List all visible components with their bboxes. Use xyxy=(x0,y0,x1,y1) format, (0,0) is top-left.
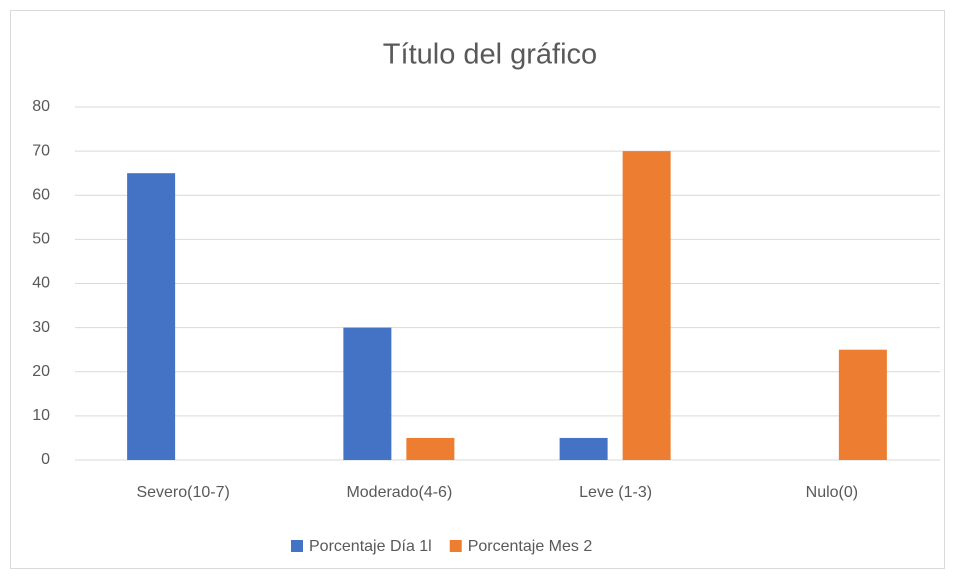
legend-label: Porcentaje Día 1l xyxy=(309,538,432,555)
bar xyxy=(559,437,608,460)
y-tick-label: 70 xyxy=(32,142,50,159)
legend-swatch xyxy=(449,540,462,552)
y-tick-label: 80 xyxy=(32,98,50,115)
chart-title: Título del gráfico xyxy=(383,39,597,71)
bar xyxy=(838,349,887,460)
x-tick-label: Moderado(4-6) xyxy=(346,484,452,501)
x-tick-label: Nulo(0) xyxy=(806,484,858,501)
legend-swatch xyxy=(291,540,303,552)
y-tick-label: 40 xyxy=(32,275,50,292)
y-tick-label: 30 xyxy=(32,319,50,336)
x-tick-label: Severo(10-7) xyxy=(136,484,229,501)
y-tick-label: 20 xyxy=(32,363,50,380)
y-tick-label: 60 xyxy=(32,186,50,203)
bar xyxy=(406,437,455,460)
bar xyxy=(622,151,671,460)
legend-label: Porcentaje Mes 2 xyxy=(468,538,593,555)
x-tick-label: Leve (1-3) xyxy=(579,484,652,501)
bar xyxy=(343,327,392,460)
y-tick-label: 50 xyxy=(32,231,50,248)
bar xyxy=(127,173,176,460)
y-tick-label: 10 xyxy=(32,407,50,424)
y-tick-label: 0 xyxy=(41,451,50,468)
